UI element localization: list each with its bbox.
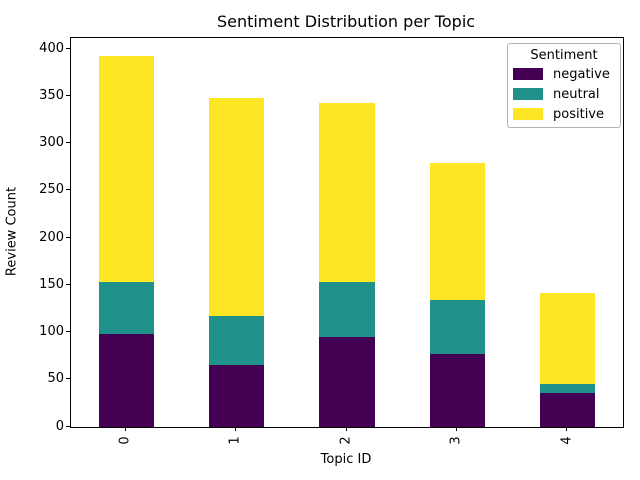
bar-segment-positive-topic-3 (429, 162, 485, 300)
bar-segment-neutral-topic-2 (319, 281, 375, 338)
y-tick-label: 350 (39, 88, 64, 104)
bar-segment-positive-topic-4 (540, 292, 596, 384)
y-tick-label: 300 (39, 135, 64, 151)
bar-segment-neutral-topic-4 (540, 383, 596, 394)
y-tick-mark (66, 425, 70, 427)
legend-swatch-neutral (513, 88, 543, 100)
x-tick-label: 2 (337, 431, 355, 449)
x-tick-label-text: 1 (228, 435, 244, 445)
bar-segment-negative-topic-3 (429, 354, 485, 427)
y-tick-label: 200 (39, 229, 64, 245)
legend-label-positive: positive (553, 106, 604, 122)
x-tick-label-text: 4 (559, 435, 575, 445)
x-tick-label: 4 (558, 431, 576, 449)
bar-segment-negative-topic-2 (319, 337, 375, 427)
legend-row-positive: positive (508, 104, 620, 124)
x-tick-label-text: 0 (117, 435, 133, 445)
legend-label-negative: negative (553, 66, 610, 82)
bar-segment-negative-topic-0 (98, 333, 154, 427)
bar-segment-neutral-topic-3 (429, 299, 485, 355)
bar-segment-neutral-topic-0 (98, 281, 154, 334)
x-tick-label-text: 3 (448, 435, 464, 445)
y-tick-mark (66, 378, 70, 380)
legend-row-negative: negative (508, 64, 620, 84)
legend-title: Sentiment (530, 48, 598, 63)
bar-segment-negative-topic-4 (540, 393, 596, 427)
legend: Sentiment negative neutral positive (507, 43, 621, 128)
y-tick-mark (66, 331, 70, 333)
bar-segment-positive-topic-0 (98, 55, 154, 282)
bar-segment-neutral-topic-1 (209, 315, 265, 365)
bar-segment-positive-topic-2 (319, 103, 375, 282)
y-tick-mark (66, 142, 70, 144)
y-tick-mark (66, 236, 70, 238)
bar-segment-negative-topic-1 (209, 364, 265, 427)
y-tick-mark (66, 189, 70, 191)
x-tick-label: 1 (227, 431, 245, 449)
y-tick-label: 50 (47, 371, 64, 387)
x-tick-label: 3 (447, 431, 465, 449)
x-tick-mark (566, 427, 568, 431)
x-tick-mark (345, 427, 347, 431)
x-tick-mark (455, 427, 457, 431)
legend-row-neutral: neutral (508, 84, 620, 104)
y-tick-mark (66, 47, 70, 49)
legend-swatch-positive (513, 108, 543, 120)
y-tick-label: 150 (39, 276, 64, 292)
y-tick-mark (66, 95, 70, 97)
legend-swatch-negative (513, 68, 543, 80)
y-tick-label: 100 (39, 324, 64, 340)
bar-segment-positive-topic-1 (209, 98, 265, 316)
x-axis-label: Topic ID (320, 452, 372, 467)
x-tick-mark (124, 427, 126, 431)
y-axis-label: Review Count (4, 186, 20, 277)
legend-label-neutral: neutral (553, 86, 600, 102)
y-tick-mark (66, 283, 70, 285)
y-tick-label: 250 (39, 182, 64, 198)
x-tick-label-text: 2 (338, 435, 354, 445)
y-tick-label: 0 (55, 418, 64, 434)
x-tick-mark (235, 427, 237, 431)
chart-title: Sentiment Distribution per Topic (216, 12, 476, 31)
y-tick-label: 400 (39, 40, 64, 56)
x-tick-label: 0 (116, 431, 134, 449)
